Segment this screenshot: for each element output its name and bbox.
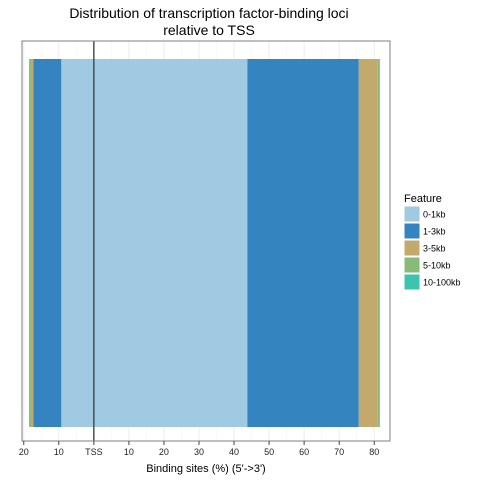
x-axis-label: Binding sites (%) (5'->3') <box>146 463 265 475</box>
bar-upstream-1-3kb <box>33 59 62 427</box>
bar-upstream-5-10kb <box>29 59 32 427</box>
x-tick-label: 30 <box>194 447 204 457</box>
legend: Feature 0-1kb 1-3kb 3-5kb 5-10kb 10-100kb <box>403 193 461 291</box>
x-tick-label: 60 <box>299 447 309 457</box>
bars <box>29 59 380 427</box>
bar-downstream-0-1kb <box>93 59 248 427</box>
legend-label-5-10kb: 5-10kb <box>423 261 451 271</box>
x-tick-label: 80 <box>369 447 379 457</box>
bar-downstream-1-3kb <box>247 59 359 427</box>
legend-label-0-1kb: 0-1kb <box>423 210 446 220</box>
bar-downstream-5-10kb <box>377 59 380 427</box>
legend-items: 0-1kb 1-3kb 3-5kb 5-10kb 10-100kb <box>403 205 461 291</box>
plot-border <box>21 40 391 442</box>
x-tick-label: 10 <box>124 447 134 457</box>
chart-subtitle: relative to TSS <box>163 22 255 38</box>
chart-title: Distribution of transcription factor-bin… <box>69 5 348 21</box>
x-tick-label: 20 <box>159 447 169 457</box>
x-tick-label: 20 <box>19 447 29 457</box>
x-tick-label: 40 <box>229 447 239 457</box>
bar-upstream-3-5kb <box>31 59 34 427</box>
legend-key-5-10kb <box>403 256 421 274</box>
bar-upstream-0-1kb <box>61 59 94 427</box>
legend-title: Feature <box>404 193 442 205</box>
bar-downstream-3-5kb <box>358 59 378 427</box>
legend-key-0-1kb <box>403 205 421 223</box>
legend-key-3-5kb <box>403 239 421 257</box>
legend-label-1-3kb: 1-3kb <box>423 227 446 237</box>
x-tick-label: 70 <box>334 447 344 457</box>
legend-key-1-3kb <box>403 222 421 240</box>
x-axis-ticks: 20 10 TSS 10 20 30 40 50 60 70 80 <box>19 441 379 457</box>
legend-key-10-100kb <box>403 273 421 291</box>
plot-area <box>21 40 391 442</box>
legend-label-3-5kb: 3-5kb <box>423 244 446 254</box>
x-tick-label: 50 <box>264 447 274 457</box>
x-tick-label: TSS <box>85 447 103 457</box>
x-tick-label: 10 <box>54 447 64 457</box>
legend-label-10-100kb: 10-100kb <box>423 278 461 288</box>
